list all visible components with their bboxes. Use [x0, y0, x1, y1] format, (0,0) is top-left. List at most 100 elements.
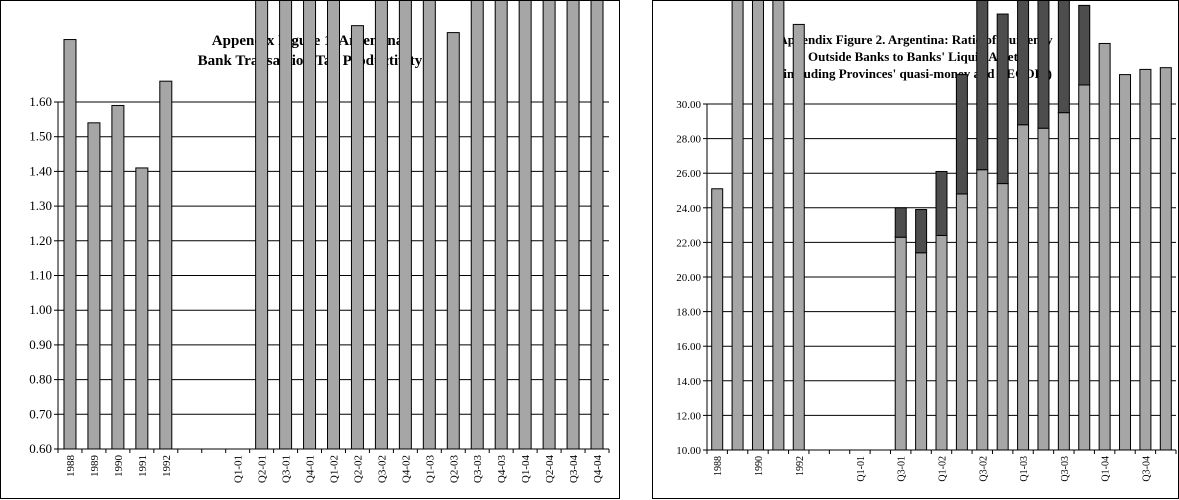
bar [566, 1, 580, 450]
bar [542, 1, 556, 450]
x-tick-label: Q2-02 [352, 455, 364, 483]
bar [1057, 1, 1070, 114]
x-tick-label: 1991 [137, 455, 149, 477]
y-tick-label: 0.60 [29, 441, 52, 456]
bar [915, 209, 928, 254]
bar [135, 167, 149, 450]
x-tick-label: Q4-03 [496, 455, 508, 484]
y-tick-label: 0.90 [29, 337, 52, 352]
x-tick-label: Q1-04 [520, 455, 532, 484]
bar [1119, 74, 1132, 451]
bar-chart-2: 10.00 12.00 14.00 16.00 18.00 20.00 22.00 24.00… [676, 1, 1177, 482]
x-tick-label: 1988 [713, 456, 724, 476]
bar [159, 80, 173, 450]
bar [751, 1, 764, 451]
bar [1037, 1, 1050, 129]
bar [1078, 84, 1091, 451]
x-tick-label: 1990 [113, 455, 125, 478]
bar [1017, 1, 1030, 126]
x-tick-label: Q1-04 [1101, 456, 1112, 482]
y-tick-label: 22.00 [676, 237, 701, 249]
x-tick-label: 1992 [795, 456, 806, 476]
bar [1139, 68, 1152, 451]
bar [111, 104, 125, 450]
x-tick-label: Q3-02 [376, 455, 388, 483]
y-tick-label: 0.70 [29, 406, 52, 421]
x-tick-label: Q4-01 [305, 455, 317, 483]
y-tick-label: 1.60 [29, 94, 52, 109]
bar [894, 207, 907, 238]
bar [976, 169, 989, 451]
x-tick-label: 1989 [89, 455, 101, 478]
x-tick-label: Q1-02 [938, 456, 949, 482]
chart-panel-1: Appendix Figure 1. Argentina: Bank Trans… [0, 0, 620, 499]
bar [955, 193, 968, 451]
y-tick-label: 1.30 [29, 198, 52, 213]
bar [494, 1, 508, 450]
x-tick-label: Q1-03 [424, 455, 436, 484]
x-tick-label: Q3-04 [568, 455, 580, 484]
bar [446, 32, 460, 450]
y-tick-label: 20.00 [676, 272, 701, 284]
bar [255, 1, 269, 450]
bar [374, 1, 388, 450]
x-tick-label: Q1-01 [856, 456, 867, 482]
bar [470, 1, 484, 450]
x-tick-label: Q3-01 [897, 456, 908, 482]
bar [915, 252, 928, 451]
chart-panel-2: Appendix Figure 2. Argentina: Ratio of C… [652, 0, 1179, 499]
x-tick-label: 1990 [754, 456, 765, 476]
x-tick-label: Q1-01 [233, 455, 245, 483]
x-tick-label: Q4-04 [592, 455, 604, 484]
bar [422, 1, 436, 450]
x-tick-label: Q4-02 [400, 455, 412, 483]
chart-title-line: Outside Banks to Banks' Liquid Assets [808, 49, 1023, 64]
x-tick-label: Q3-03 [1060, 456, 1071, 482]
y-tick-label: 26.00 [676, 168, 701, 180]
bar-chart-1: 0.60 0.70 0.80 0.90 1.00 1.10 1.20 1.30 1.40 1.50… [29, 1, 610, 484]
bar [792, 23, 805, 451]
x-tick-label: Q2-04 [544, 455, 556, 484]
y-tick-label: 14.00 [676, 376, 701, 388]
bar [731, 1, 744, 451]
bar [327, 1, 340, 450]
y-tick-label: 16.00 [676, 341, 701, 353]
bar [63, 39, 77, 450]
bar [955, 74, 968, 195]
bar [935, 234, 948, 451]
y-tick-label: 1.50 [29, 129, 52, 144]
bar [279, 1, 293, 450]
bar [1078, 4, 1091, 86]
bar [590, 1, 604, 450]
x-tick-label: Q1-02 [329, 455, 341, 483]
bar [996, 13, 1009, 185]
bar [1159, 67, 1172, 451]
bar [1017, 124, 1030, 451]
y-tick-label: 10.00 [676, 445, 701, 457]
y-tick-label: 24.00 [676, 203, 701, 215]
y-tick-label: 18.00 [676, 307, 701, 319]
bar [976, 1, 989, 171]
y-tick-label: 1.20 [29, 233, 52, 248]
x-tick-label: Q3-01 [281, 455, 293, 483]
bar [1037, 127, 1050, 451]
y-tick-label: 30.00 [676, 99, 701, 111]
bar [87, 122, 101, 450]
bar [894, 236, 907, 451]
bar [996, 183, 1009, 451]
x-tick-label: 1992 [161, 455, 173, 477]
bar [398, 1, 412, 450]
bar [303, 1, 317, 450]
bar [1057, 112, 1070, 451]
bar [518, 1, 532, 450]
x-tick-label: 1988 [65, 455, 77, 478]
x-tick-label: Q3-03 [472, 455, 484, 484]
bar [935, 170, 948, 236]
bar [1098, 42, 1111, 451]
x-tick-label: Q2-01 [257, 455, 269, 483]
y-tick-label: 1.00 [29, 302, 52, 317]
x-tick-label: Q3-04 [1141, 456, 1152, 482]
y-tick-label: 1.10 [29, 268, 52, 283]
y-tick-label: 12.00 [676, 410, 701, 422]
x-tick-label: Q1-03 [1019, 456, 1030, 482]
